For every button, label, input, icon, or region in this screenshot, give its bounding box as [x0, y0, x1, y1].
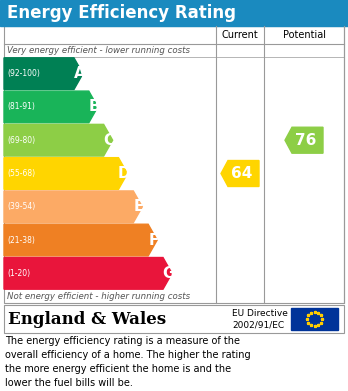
Text: C: C: [104, 133, 115, 148]
Bar: [4, 26, 344, 303]
Polygon shape: [4, 91, 98, 123]
Text: 64: 64: [231, 166, 253, 181]
Text: (1-20): (1-20): [7, 269, 30, 278]
Text: The energy efficiency rating is a measure of the
overall efficiency of a home. T: The energy efficiency rating is a measur…: [5, 336, 251, 388]
Text: (39-54): (39-54): [7, 202, 35, 211]
Bar: [4, 305, 344, 333]
Text: A: A: [73, 66, 85, 81]
Bar: [0, 0, 348, 26]
Polygon shape: [285, 127, 323, 153]
Polygon shape: [221, 161, 259, 187]
Text: EU Directive
2002/91/EC: EU Directive 2002/91/EC: [232, 308, 288, 329]
Text: E: E: [134, 199, 144, 214]
Bar: [4, 305, 344, 333]
Text: Potential: Potential: [283, 30, 325, 40]
Text: (92-100): (92-100): [7, 69, 40, 78]
Text: Not energy efficient - higher running costs: Not energy efficient - higher running co…: [7, 292, 190, 301]
Text: England & Wales: England & Wales: [8, 310, 166, 328]
Text: Very energy efficient - lower running costs: Very energy efficient - lower running co…: [7, 46, 190, 55]
Text: (55-68): (55-68): [7, 169, 35, 178]
Polygon shape: [4, 258, 172, 289]
Text: 76: 76: [295, 133, 317, 148]
Text: D: D: [118, 166, 130, 181]
Polygon shape: [4, 191, 142, 222]
Text: (69-80): (69-80): [7, 136, 35, 145]
Polygon shape: [4, 224, 157, 256]
Polygon shape: [4, 58, 83, 90]
Bar: [291, 308, 338, 330]
Text: (81-91): (81-91): [7, 102, 35, 111]
Polygon shape: [4, 158, 127, 189]
Text: F: F: [149, 233, 159, 248]
Text: B: B: [88, 99, 100, 115]
Text: Energy Efficiency Rating: Energy Efficiency Rating: [7, 4, 236, 22]
Polygon shape: [4, 124, 113, 156]
Text: (21-38): (21-38): [7, 235, 35, 245]
Text: Current: Current: [222, 30, 258, 40]
Text: G: G: [162, 266, 175, 281]
